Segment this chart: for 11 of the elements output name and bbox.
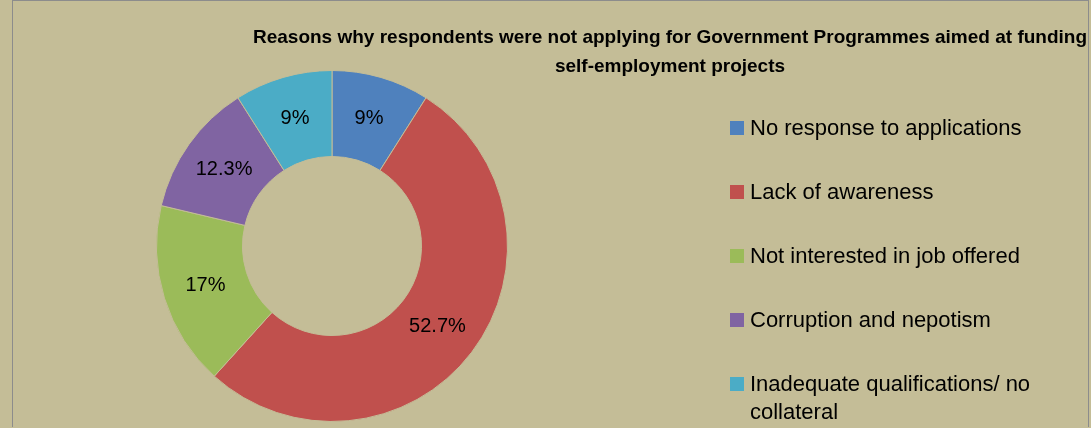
data-label: 52.7% bbox=[409, 313, 467, 336]
data-label: 17% bbox=[185, 272, 226, 295]
data-label: 9% bbox=[280, 106, 310, 129]
data-label: 12.3% bbox=[195, 156, 253, 179]
legend-label: Corruption and nepotism bbox=[750, 306, 991, 334]
data-label: 9% bbox=[354, 106, 384, 129]
chart-title: Reasons why respondents were not applying for Government Programmes aimed at funding self-employment projects bbox=[251, 25, 1088, 78]
legend-label: Lack of awareness bbox=[750, 178, 934, 206]
legend-label: Not interested in job offered bbox=[750, 242, 1020, 270]
legend-label: No response to applications bbox=[750, 114, 1022, 142]
legend-label: Inadequate qualifications/ no collateral bbox=[750, 370, 1032, 426]
